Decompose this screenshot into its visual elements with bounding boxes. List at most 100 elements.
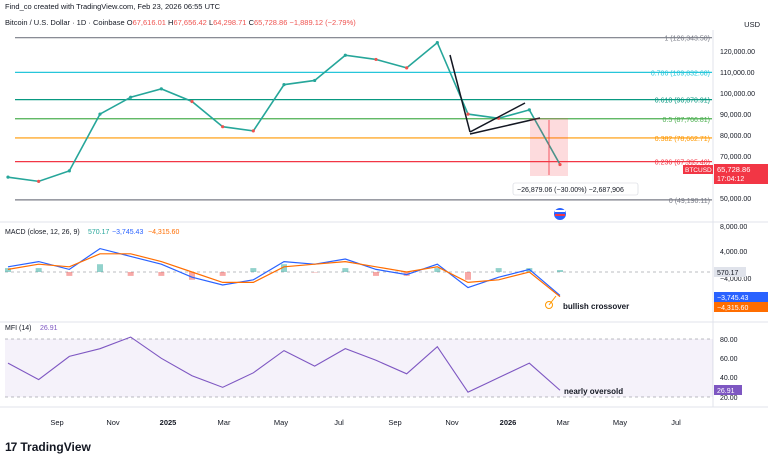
price-point — [405, 66, 409, 70]
macd-hist-bar — [465, 272, 471, 280]
measure-label: −26,879.06 (−30.00%) −2,687,906 — [517, 187, 624, 194]
macd-axis-1: 4,000.00 — [720, 249, 747, 256]
brand-name: TradingView — [20, 440, 91, 454]
high-value: 67,656.42 — [173, 18, 207, 27]
mfi-tag-label: 26.91 — [717, 388, 735, 395]
fib-label-6: 0 (49,190.11) — [669, 198, 710, 205]
mfi-value: 26.91 — [40, 325, 58, 332]
macd-signal-tag-label: −4,315.60 — [717, 305, 748, 312]
price-point — [6, 175, 10, 179]
low-value: 64,298.71 — [213, 18, 247, 27]
fib-retracement[interactable]: 1 (126,343.50) 0.786 (109,832.68) 0.618 (9… — [15, 36, 712, 205]
mfi-band — [5, 339, 713, 397]
macd-hist-bar — [557, 270, 563, 272]
price-point — [221, 125, 225, 129]
macd-hist-bar — [5, 268, 11, 272]
macd-hist-bar — [281, 264, 287, 272]
mfi-pane[interactable] — [7, 336, 561, 393]
macd-hist-bar — [97, 264, 103, 272]
macd-line — [7, 247, 561, 296]
price-point — [527, 108, 531, 112]
macd-annotation: bullish crossover — [563, 302, 629, 311]
time-axis-label-10: May — [613, 418, 627, 427]
macd-hist-bar — [434, 268, 441, 272]
price-point — [129, 95, 133, 99]
price-point — [67, 169, 71, 173]
time-axis-label-2: 2025 — [160, 418, 177, 427]
macd-hist-tag-label: 570.17 — [717, 270, 739, 277]
macd-signal-line — [7, 253, 561, 298]
high-label: H — [168, 18, 174, 27]
price-point — [190, 99, 194, 104]
macd-pane[interactable] — [5, 247, 713, 298]
macd-hist-bar — [342, 268, 349, 272]
price-point — [435, 41, 439, 45]
price-point — [98, 112, 102, 116]
macd-line-value: −3,745.43 — [112, 229, 143, 236]
macd-hist-bar — [35, 268, 42, 272]
symbol-tag — [683, 165, 713, 174]
price-axis-label-5: 70,000.00 — [720, 154, 751, 161]
macd-axis-2: −4,000.00 — [720, 276, 751, 283]
crossover-marker — [545, 301, 553, 309]
tradingview-logo-icon: 17 — [5, 440, 17, 454]
mfi-label: MFI (14) — [5, 325, 31, 332]
mfi-axis-3: 20.00 — [720, 395, 738, 402]
macd-line-tag-label: −3,745.43 — [717, 295, 748, 302]
price-point — [159, 87, 163, 91]
price-line — [7, 41, 561, 183]
pennant-drawing[interactable] — [449, 54, 541, 135]
close-value: 65,728.86 — [254, 18, 288, 27]
macd-hist-bar — [219, 272, 226, 276]
mfi-annotation: nearly oversold — [564, 387, 623, 396]
macd-line-tag — [714, 292, 768, 302]
fib-label-0: 1 (126,343.50) — [664, 36, 710, 43]
close-label: C — [248, 18, 254, 27]
fib-label-3: 0.5 (87,766.81) — [663, 117, 710, 124]
macd-axis-0: 8,000.00 — [720, 224, 747, 231]
mfi-axis-1: 60.00 — [720, 356, 738, 363]
price-axis-label-7: 50,000.00 — [720, 196, 751, 203]
mfi-line — [7, 336, 561, 393]
macd-hist-bar — [373, 272, 379, 276]
macd-hist-bar — [66, 272, 73, 276]
macd-hist-bar — [403, 272, 410, 276]
time-axis-label-11: Jul — [671, 418, 681, 427]
time-axis-label-3: Mar — [218, 418, 231, 427]
price-tag-time: 17:04:12 — [717, 176, 744, 183]
fib-label-2: 0.618 (96,870.91) — [655, 98, 710, 105]
open-value: 67,616.01 — [132, 18, 166, 27]
price-point — [313, 78, 317, 83]
macd-hist-bar — [495, 268, 502, 272]
mfi-tag — [714, 385, 742, 395]
price-point — [374, 57, 378, 62]
price-point — [37, 179, 41, 183]
price-tag — [714, 164, 768, 184]
time-axis-label-0: Sep — [50, 418, 63, 427]
mfi-axis-2: 40.00 — [720, 375, 738, 382]
macd-hist-bar — [250, 268, 257, 272]
open-label: O — [126, 18, 133, 27]
time-axis-label-4: May — [274, 418, 288, 427]
price-point — [343, 53, 347, 57]
measure-label-box — [512, 182, 639, 196]
brand-logo[interactable]: 17 TradingView — [5, 440, 91, 454]
price-point — [466, 112, 470, 116]
macd-hist-bar — [127, 272, 134, 276]
macd-hist-value: 570.17 — [88, 229, 110, 236]
time-axis-label-6: Sep — [388, 418, 401, 427]
fib-label-4: 0.382 (78,662.71) — [655, 136, 710, 143]
symbol-legend: Bitcoin / U.S. Dollar · 1D · Coinbase O6… — [5, 18, 356, 27]
time-axis: Sep Nov 2025 Mar May Jul Sep Nov 2026 Mar May Jul — [50, 418, 681, 427]
low-label: L — [208, 18, 214, 27]
symbol-name: Bitcoin / U.S. Dollar · 1D · Coinbase — [5, 18, 125, 27]
fib-label-1: 0.786 (109,832.68) — [651, 70, 710, 77]
price-axis-label-2: 100,000.00 — [720, 91, 755, 98]
macd-hist-bar — [311, 272, 318, 273]
price-point — [251, 129, 255, 133]
macd-hist-tag — [714, 267, 746, 277]
time-axis-label-9: Mar — [557, 418, 570, 427]
price-axis-label-4: 80,000.00 — [720, 133, 751, 140]
change-value: −1,889.12 (−2.79%) — [289, 18, 356, 27]
